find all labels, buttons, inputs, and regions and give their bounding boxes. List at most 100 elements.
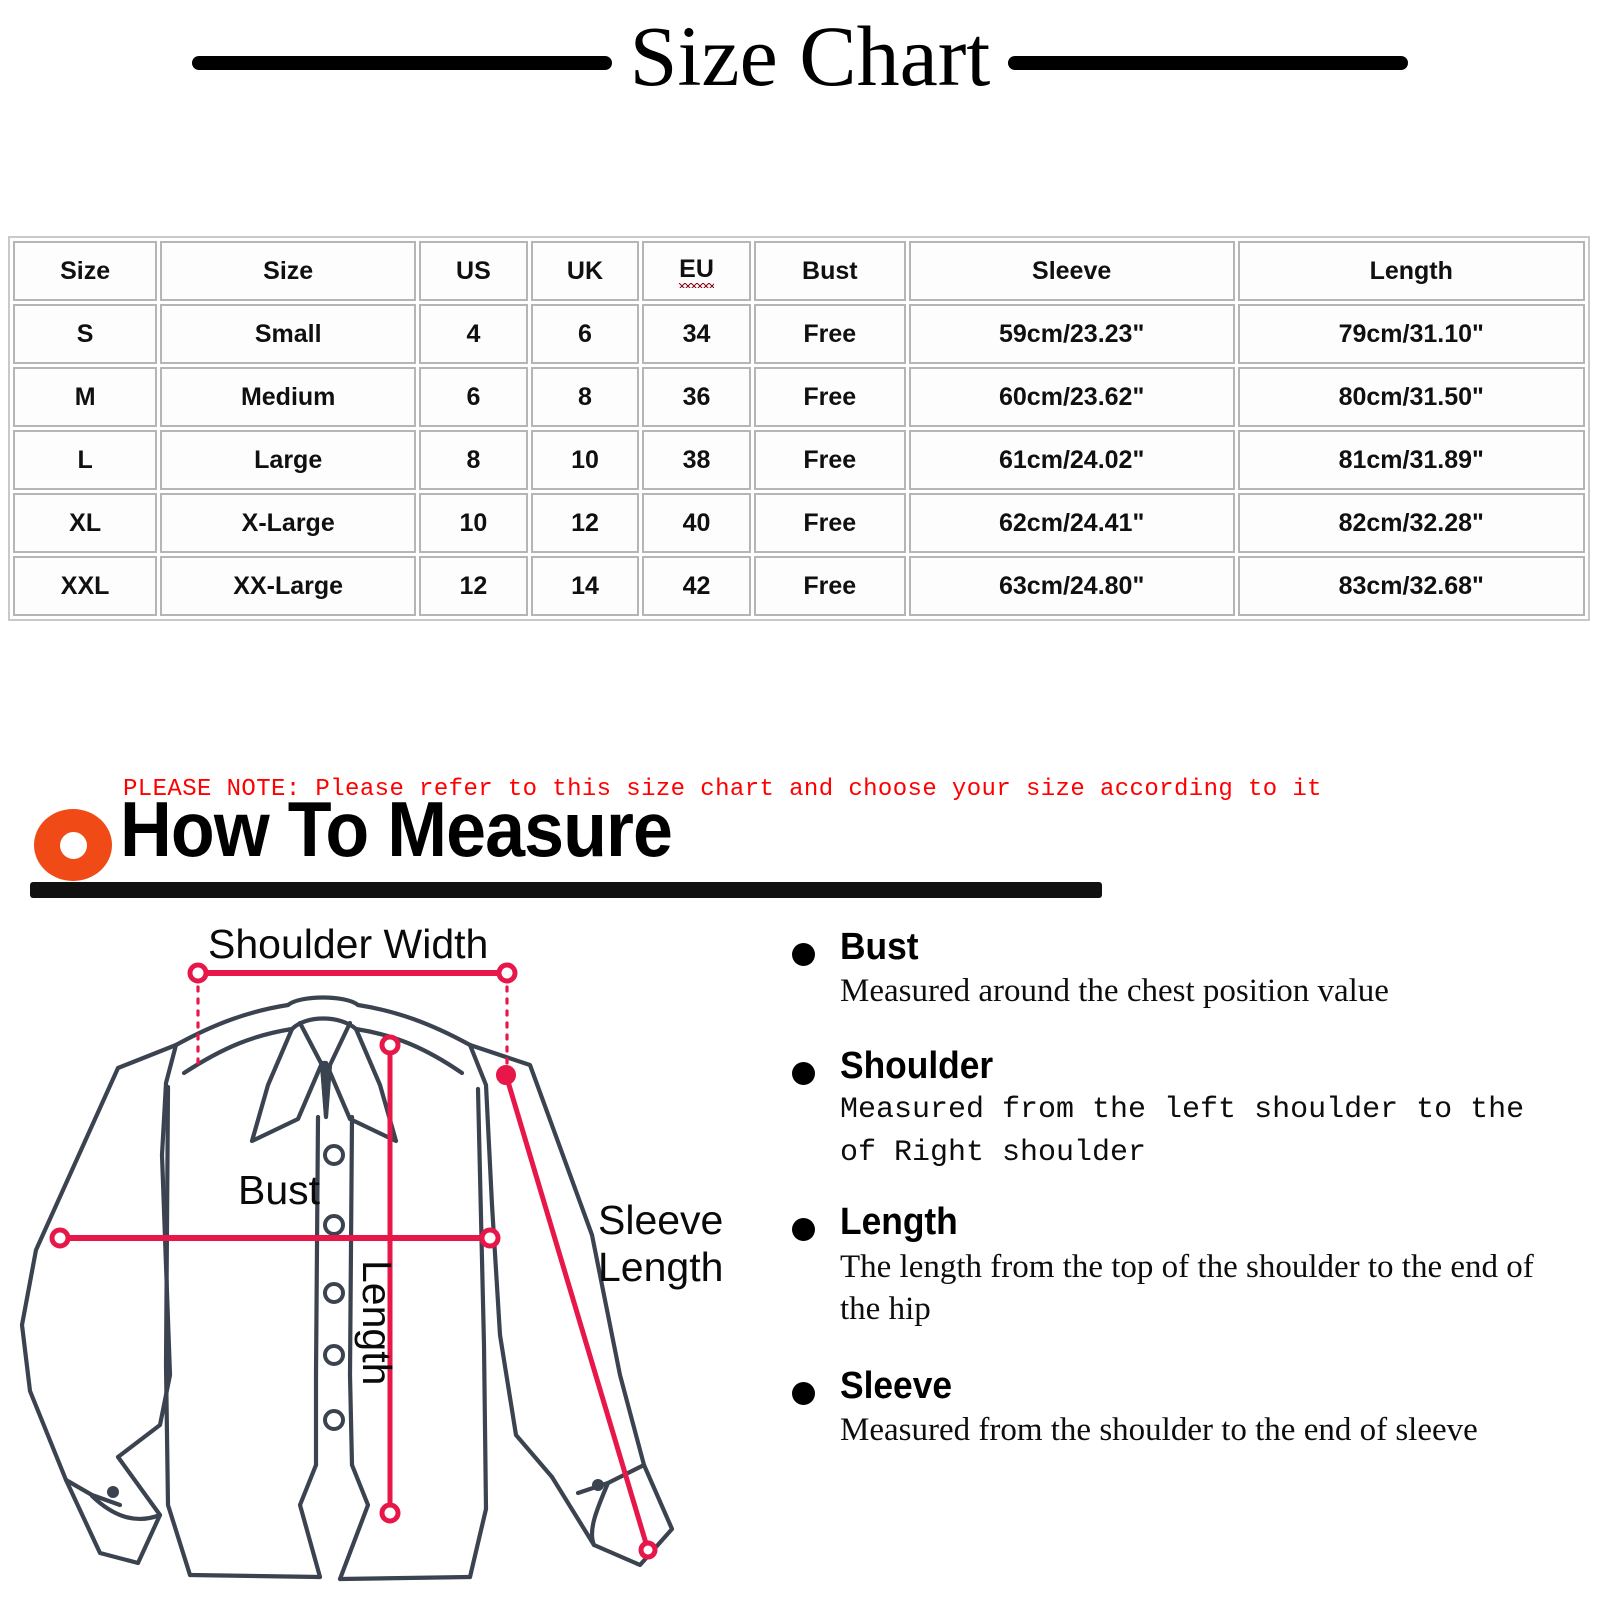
measure-desc-bust: Measured around the chest position value (840, 973, 1389, 1010)
cell-bust: Free (753, 430, 906, 490)
header-bust: Bust (753, 241, 906, 301)
cell-length: 82cm/32.28" (1237, 493, 1585, 553)
cell-eu: 42 (642, 556, 751, 616)
cell-size-name: Medium (160, 367, 417, 427)
please-note-text: PLEASE NOTE: Please refer to this size c… (123, 776, 1322, 803)
cell-bust: Free (753, 556, 906, 616)
measure-item-sleeve: Sleeve Measured from the shoulder to the… (782, 1364, 1542, 1451)
cell-size-code: XXL (13, 556, 158, 616)
cell-sleeve: 60cm/23.62" (908, 367, 1235, 427)
title-rule-right (1008, 55, 1409, 70)
cell-us: 6 (419, 367, 528, 427)
cuff-buttons (107, 1479, 604, 1498)
cell-us: 4 (419, 304, 528, 364)
sleeve-length-line (503, 1074, 651, 1551)
size-chart-table-wrap: Size Size US UK EU Bust Sleeve Length S … (8, 236, 1590, 621)
measure-section: Shoulder Width Bust Length Sleeve Length… (0, 905, 1600, 1600)
cell-size-name: Large (160, 430, 417, 490)
cell-uk: 14 (530, 556, 640, 616)
measure-item-length: Length The length from the top of the sh… (782, 1202, 1542, 1330)
diagram-label-shoulder-width: Shoulder Width (208, 921, 489, 967)
header-eu: EU (642, 241, 751, 301)
shirt-diagram: Shoulder Width Bust Length Sleeve Length (0, 905, 790, 1600)
cell-length: 79cm/31.10" (1237, 304, 1585, 364)
cell-sleeve: 61cm/24.02" (908, 430, 1235, 490)
header-size-name: Size (160, 241, 417, 301)
diagram-label-bust: Bust (238, 1167, 321, 1213)
measure-term-bust: Bust (840, 926, 919, 968)
page-title-block: Size Chart (0, 0, 1600, 125)
measure-desc-shoulder: Measured from the left shoulder to the o… (840, 1093, 1525, 1170)
measure-definition-list: Bust Measured around the chest position … (782, 926, 1542, 1481)
size-chart-table: Size Size US UK EU Bust Sleeve Length S … (8, 236, 1590, 621)
measure-desc-length: The length from the top of the shoulder … (840, 1248, 1534, 1327)
shirt-buttons (323, 1144, 345, 1431)
cell-size-name: X-Large (160, 493, 417, 553)
header-length: Length (1237, 241, 1585, 301)
cell-length: 81cm/31.89" (1237, 430, 1585, 490)
table-row: XXL XX-Large 12 14 42 Free 63cm/24.80" 8… (13, 556, 1585, 616)
table-row: M Medium 6 8 36 Free 60cm/23.62" 80cm/31… (13, 367, 1585, 427)
length-endpoint-bottom (379, 1502, 401, 1524)
ring-icon (34, 809, 112, 881)
cell-sleeve: 62cm/24.41" (908, 493, 1235, 553)
cell-length: 83cm/32.68" (1237, 556, 1585, 616)
cell-uk: 10 (530, 430, 640, 490)
bust-endpoint-left (49, 1227, 71, 1249)
cell-size-code: XL (13, 493, 158, 553)
measure-desc-sleeve: Measured from the shoulder to the end of… (840, 1412, 1478, 1449)
how-to-measure-rule (30, 882, 1102, 898)
cell-eu: 38 (642, 430, 751, 490)
shoulder-width-endpoint-right (496, 962, 518, 984)
measure-term-shoulder: Shoulder (840, 1045, 994, 1088)
table-header-row: Size Size US UK EU Bust Sleeve Length (13, 241, 1585, 301)
page-title: Size Chart (629, 7, 991, 104)
measure-item-bust: Bust Measured around the chest position … (782, 926, 1542, 1012)
cell-size-name: Small (160, 304, 417, 364)
shirt-illustration (19, 962, 675, 1582)
diagram-label-sleeve-length: Sleeve Length (598, 1197, 724, 1291)
diagram-label-length: Length (354, 1260, 400, 1386)
sleeve-length-endpoint-top (496, 1065, 516, 1085)
cell-sleeve: 63cm/24.80" (908, 556, 1235, 616)
shoulder-width-guides (196, 973, 509, 1077)
length-endpoint-top (379, 1034, 401, 1056)
cell-size-name: XX-Large (160, 556, 417, 616)
table-row: S Small 4 6 34 Free 59cm/23.23" 79cm/31.… (13, 304, 1585, 364)
cell-eu: 36 (642, 367, 751, 427)
how-to-measure-heading-block: How To Measure (0, 790, 1600, 916)
table-row: L Large 8 10 38 Free 61cm/24.02" 81cm/31… (13, 430, 1585, 490)
title-rule-left (191, 55, 612, 70)
cell-us: 10 (419, 493, 528, 553)
measure-term-sleeve: Sleeve (840, 1364, 953, 1407)
cell-bust: Free (753, 493, 906, 553)
cell-eu: 34 (642, 304, 751, 364)
cell-bust: Free (753, 304, 906, 364)
header-size-code: Size (13, 241, 158, 301)
measure-item-shoulder: Shoulder Measured from the left shoulder… (782, 1046, 1542, 1174)
bullet-icon (792, 943, 815, 966)
cell-us: 8 (419, 430, 528, 490)
how-to-measure-title: How To Measure (120, 785, 673, 873)
header-eu-label: EU (679, 255, 714, 288)
shoulder-width-endpoint-left (187, 962, 209, 984)
header-uk: UK (530, 241, 640, 301)
bullet-icon (792, 1218, 815, 1242)
cell-uk: 6 (530, 304, 640, 364)
cell-sleeve: 59cm/23.23" (908, 304, 1235, 364)
cell-eu: 40 (642, 493, 751, 553)
cell-size-code: L (13, 430, 158, 490)
measure-term-length: Length (840, 1201, 958, 1244)
header-sleeve: Sleeve (908, 241, 1235, 301)
cell-length: 80cm/31.50" (1237, 367, 1585, 427)
cell-us: 12 (419, 556, 528, 616)
cell-bust: Free (753, 367, 906, 427)
bust-endpoint-right (479, 1227, 501, 1249)
cell-size-code: S (13, 304, 158, 364)
cell-uk: 8 (530, 367, 640, 427)
bullet-icon (792, 1062, 815, 1086)
table-row: XL X-Large 10 12 40 Free 62cm/24.41" 82c… (13, 493, 1585, 553)
cell-uk: 12 (530, 493, 640, 553)
sleeve-length-endpoint-bottom (638, 1540, 658, 1560)
cell-size-code: M (13, 367, 158, 427)
